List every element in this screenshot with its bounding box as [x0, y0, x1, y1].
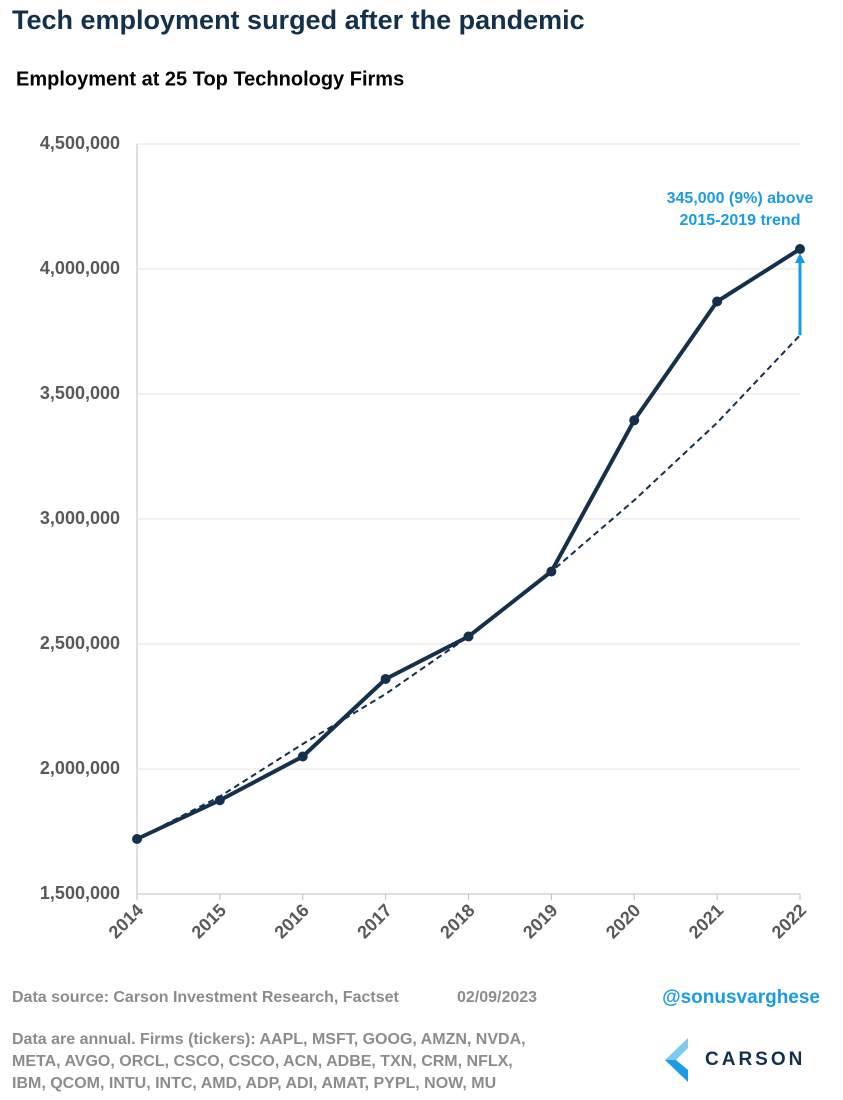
- data-point: [297, 751, 308, 762]
- annotation: 345,000 (9%) above: [667, 190, 814, 207]
- y-tick-label: 4,500,000: [40, 133, 120, 153]
- note-line: META, AVGO, ORCL, CSCO, CSCO, ACN, ADBE,…: [12, 1053, 513, 1070]
- logo: CARSON: [665, 1038, 805, 1082]
- data-point: [132, 834, 142, 844]
- note-line: IBM, QCOM, INTU, INTC, AMD, ADP, ADI, AM…: [12, 1075, 496, 1092]
- y-tick-label: 1,500,000: [40, 883, 120, 903]
- y-tick-label: 4,000,000: [40, 258, 120, 278]
- y-tick-label: 2,000,000: [40, 758, 120, 778]
- x-tick-label: 2016: [270, 900, 312, 942]
- trend-line: [136, 334, 801, 840]
- annotation: 2015-2019 trend: [680, 212, 801, 229]
- logo-text: CARSON: [705, 1049, 805, 1070]
- data-point: [795, 244, 805, 254]
- data-point: [712, 296, 723, 307]
- x-tick-label: 2019: [519, 900, 561, 942]
- x-tick-label: 2018: [436, 900, 478, 942]
- y-tick-label: 2,500,000: [40, 633, 120, 653]
- data-point: [629, 415, 640, 426]
- chart-subtitle: Employment at 25 Top Technology Firms: [16, 68, 404, 90]
- x-tick-label: 2022: [768, 900, 810, 942]
- source: Data source: Carson Investment Research,…: [12, 989, 399, 1006]
- date: 02/09/2023: [457, 989, 537, 1006]
- chart-title: Tech employment surged after the pandemi…: [12, 5, 585, 35]
- x-tick-label: 2021: [685, 900, 727, 942]
- logo-mark: [665, 1038, 688, 1060]
- data-point: [214, 795, 225, 806]
- x-tick-label: 2020: [602, 900, 644, 942]
- data-point: [463, 631, 474, 642]
- data-point: [546, 566, 557, 577]
- logo-mark: [665, 1060, 688, 1082]
- x-tick-label: 2015: [188, 900, 230, 942]
- note-line: Data are annual. Firms (tickers): AAPL, …: [12, 1031, 526, 1048]
- data-point: [380, 674, 391, 684]
- x-tick-label: 2014: [105, 900, 147, 942]
- handle: @sonusvarghese: [662, 987, 820, 1008]
- data-line: [136, 247, 802, 841]
- y-tick-label: 3,500,000: [40, 383, 120, 403]
- y-tick-label: 3,000,000: [40, 508, 120, 528]
- arrow-head: [795, 253, 805, 263]
- x-tick-label: 2017: [353, 900, 395, 942]
